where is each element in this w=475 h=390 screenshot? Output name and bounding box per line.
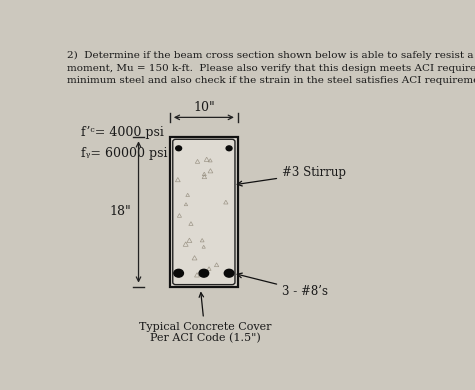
Bar (170, 137, 238, 287)
Text: 18": 18" (109, 206, 131, 218)
Circle shape (226, 146, 232, 151)
Text: f’ᶜ= 4000 psi: f’ᶜ= 4000 psi (82, 126, 164, 139)
Text: fᵧ= 60000 psi: fᵧ= 60000 psi (82, 147, 168, 160)
Text: #3 Stirrup: #3 Stirrup (237, 167, 346, 186)
Circle shape (176, 146, 181, 151)
Text: 10": 10" (193, 101, 215, 114)
Circle shape (199, 269, 209, 277)
Text: Typical Concrete Cover
Per ACI Code (1.5"): Typical Concrete Cover Per ACI Code (1.5… (139, 292, 271, 344)
Text: 2)  Determine if the beam cross section shown below is able to safely resist a f: 2) Determine if the beam cross section s… (66, 51, 475, 85)
Circle shape (174, 269, 183, 277)
Circle shape (224, 269, 234, 277)
Text: 3 - #8’s: 3 - #8’s (237, 273, 328, 298)
